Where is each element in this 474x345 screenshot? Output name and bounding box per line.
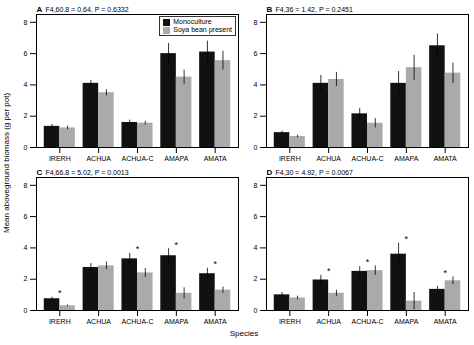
svg-text:8: 8 — [24, 182, 28, 189]
svg-text:AMATA: AMATA — [434, 155, 457, 162]
svg-text:2: 2 — [24, 275, 28, 282]
svg-text:F4,60.8 = 0.64, P = 0.6332: F4,60.8 = 0.64, P = 0.6332 — [46, 6, 129, 13]
svg-text:6: 6 — [24, 50, 28, 57]
svg-text:ACHUA-C: ACHUA-C — [352, 318, 384, 325]
svg-text:*: * — [366, 257, 370, 267]
svg-text:0: 0 — [254, 307, 258, 314]
svg-text:B: B — [267, 5, 273, 14]
svg-text:AMATA: AMATA — [434, 318, 457, 325]
svg-text:A: A — [37, 5, 43, 14]
svg-text:*: * — [327, 266, 331, 276]
svg-text:IRERH: IRERH — [49, 155, 71, 162]
svg-text:AMAPA: AMAPA — [394, 155, 418, 162]
svg-text:ACHUA-C: ACHUA-C — [122, 318, 154, 325]
svg-text:*: * — [175, 240, 179, 250]
svg-text:AMATA: AMATA — [204, 318, 227, 325]
svg-text:ACHUA: ACHUA — [86, 155, 111, 162]
svg-text:AMAPA: AMAPA — [394, 318, 418, 325]
svg-text:4: 4 — [24, 81, 28, 88]
svg-text:6: 6 — [254, 213, 258, 220]
svg-text:2: 2 — [254, 275, 258, 282]
html-text:Mean aboveground biomass (g pe: Mean aboveground biomass (g per pot) — [2, 93, 11, 233]
svg-text:*: * — [443, 268, 447, 278]
svg-text:D: D — [267, 168, 273, 177]
svg-text:6: 6 — [254, 50, 258, 57]
svg-text:*: * — [405, 234, 409, 244]
svg-text:F4,66.8 = 5.02, P = 0.0013: F4,66.8 = 5.02, P = 0.0013 — [46, 169, 129, 176]
svg-text:AMAPA: AMAPA — [164, 318, 188, 325]
svg-text:IRERH: IRERH — [279, 155, 301, 162]
svg-text:F4,36 = 1.42, P = 0.2451: F4,36 = 1.42, P = 0.2451 — [276, 6, 353, 13]
svg-text:AMAPA: AMAPA — [164, 155, 188, 162]
html-text:Species: Species — [229, 329, 259, 338]
svg-text:IRERH: IRERH — [279, 318, 301, 325]
svg-text:0: 0 — [24, 307, 28, 314]
svg-text:C: C — [37, 168, 43, 177]
svg-text:IRERH: IRERH — [49, 318, 71, 325]
svg-text:ACHUA: ACHUA — [316, 318, 341, 325]
svg-text:ACHUA-C: ACHUA-C — [352, 155, 384, 162]
svg-text:8: 8 — [254, 19, 258, 26]
svg-text:8: 8 — [254, 182, 258, 189]
svg-text:0: 0 — [24, 144, 28, 151]
svg-text:*: * — [58, 288, 62, 298]
svg-text:ACHUA: ACHUA — [316, 155, 341, 162]
svg-text:6: 6 — [24, 213, 28, 220]
svg-text:4: 4 — [254, 244, 258, 251]
svg-text:2: 2 — [24, 112, 28, 119]
svg-text:F4,30 = 4.92, P = 0.0067: F4,30 = 4.92, P = 0.0067 — [276, 169, 353, 176]
svg-text:*: * — [136, 244, 140, 254]
svg-text:ACHUA: ACHUA — [86, 318, 111, 325]
svg-text:ACHUA-C: ACHUA-C — [122, 155, 154, 162]
svg-text:*: * — [213, 259, 217, 269]
svg-text:AMATA: AMATA — [204, 155, 227, 162]
html-text:Monoculture: Monoculture — [173, 18, 212, 25]
svg-text:8: 8 — [24, 19, 28, 26]
svg-text:4: 4 — [24, 244, 28, 251]
svg-text:4: 4 — [254, 81, 258, 88]
html-text:Soya bean present: Soya bean present — [173, 26, 232, 33]
svg-text:0: 0 — [254, 144, 258, 151]
svg-text:2: 2 — [254, 112, 258, 119]
